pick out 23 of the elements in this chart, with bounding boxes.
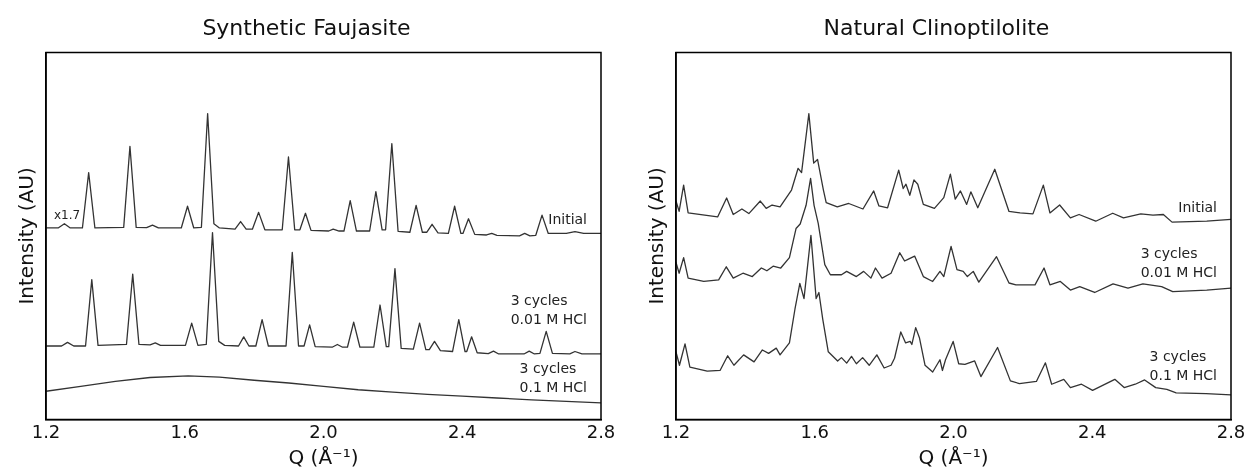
- x-tick-label: 2.8: [1216, 420, 1245, 442]
- series-label: 3 cycles 0.01 M HCl: [1140, 244, 1217, 280]
- x-tick-label: 1.2: [31, 420, 61, 442]
- x-tick-label: 2.4: [1077, 420, 1107, 442]
- x-tick-label: 1.6: [170, 420, 200, 442]
- series-label: 3 cycles 0.1 M HCl: [519, 360, 587, 396]
- x-axis-title: Q (Å⁻¹): [918, 445, 989, 470]
- series-label: Initial: [548, 211, 588, 228]
- chart-title: Synthetic Faujasite: [202, 14, 411, 40]
- x-tick-label: 2.0: [309, 420, 338, 442]
- y-axis-title: Intensity (AU): [644, 167, 669, 305]
- chart-title: Natural Clinoptilolite: [823, 14, 1050, 40]
- series-label: Initial: [1178, 199, 1218, 216]
- x-tick-label: 2.4: [447, 420, 477, 442]
- x-tick-label: 1.6: [800, 420, 830, 442]
- x-tick-label: 2.8: [586, 420, 616, 442]
- series-label: 3 cycles 0.01 M HCl: [510, 291, 587, 327]
- x-axis-title: Q (Å⁻¹): [288, 445, 359, 470]
- x-tick-label: 2.0: [939, 420, 968, 442]
- series-label: 3 cycles 0.1 M HCl: [1149, 348, 1217, 384]
- annotation: x1.7: [54, 208, 81, 223]
- y-axis-title: Intensity (AU): [14, 167, 39, 305]
- x-tick-label: 1.2: [661, 420, 691, 442]
